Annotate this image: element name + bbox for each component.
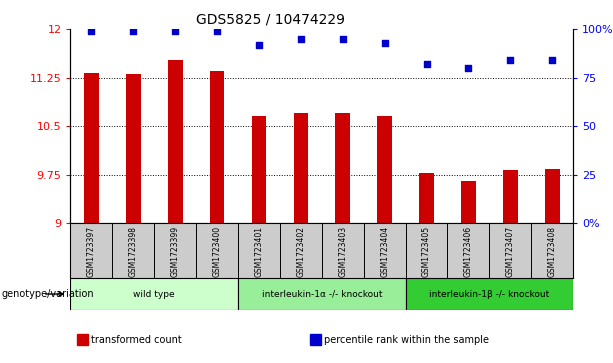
- Text: GSM1723408: GSM1723408: [547, 226, 557, 277]
- Text: GSM1723398: GSM1723398: [129, 226, 138, 277]
- Bar: [70, 278, 238, 310]
- Text: wild type: wild type: [134, 290, 175, 298]
- Bar: [210, 71, 224, 223]
- Point: [212, 28, 222, 34]
- Point: [86, 28, 96, 34]
- Bar: [335, 113, 350, 223]
- Text: GSM1723404: GSM1723404: [380, 226, 389, 277]
- Bar: [545, 169, 560, 223]
- Text: transformed count: transformed count: [91, 335, 181, 346]
- Bar: [126, 74, 140, 223]
- Text: GSM1723400: GSM1723400: [213, 226, 222, 277]
- Point: [505, 57, 515, 63]
- Bar: [503, 170, 517, 223]
- Text: GSM1723399: GSM1723399: [170, 226, 180, 277]
- Bar: [168, 60, 183, 223]
- Point: [422, 61, 432, 67]
- Text: GSM1723401: GSM1723401: [254, 226, 264, 277]
- Bar: [406, 278, 573, 310]
- Text: interleukin-1β -/- knockout: interleukin-1β -/- knockout: [429, 290, 549, 298]
- Text: percentile rank within the sample: percentile rank within the sample: [324, 335, 489, 346]
- Text: GSM1723405: GSM1723405: [422, 226, 431, 277]
- Point: [547, 57, 557, 63]
- Point: [380, 40, 390, 45]
- Bar: [419, 174, 434, 223]
- Bar: [294, 113, 308, 223]
- Bar: [238, 278, 406, 310]
- Text: interleukin-1α -/- knockout: interleukin-1α -/- knockout: [262, 290, 382, 298]
- Bar: [461, 180, 476, 223]
- Point: [296, 36, 306, 42]
- Text: GDS5825 / 10474229: GDS5825 / 10474229: [196, 12, 345, 26]
- Text: GSM1723406: GSM1723406: [464, 226, 473, 277]
- Point: [254, 42, 264, 48]
- Bar: [252, 117, 266, 223]
- Text: GSM1723403: GSM1723403: [338, 226, 348, 277]
- Text: GSM1723397: GSM1723397: [87, 226, 96, 277]
- Bar: [378, 117, 392, 223]
- Point: [463, 65, 473, 71]
- Text: genotype/variation: genotype/variation: [1, 289, 94, 299]
- Point: [170, 28, 180, 34]
- Bar: [84, 73, 99, 223]
- Point: [129, 28, 139, 34]
- Text: GSM1723402: GSM1723402: [296, 226, 305, 277]
- Point: [338, 36, 348, 42]
- Text: GSM1723407: GSM1723407: [506, 226, 515, 277]
